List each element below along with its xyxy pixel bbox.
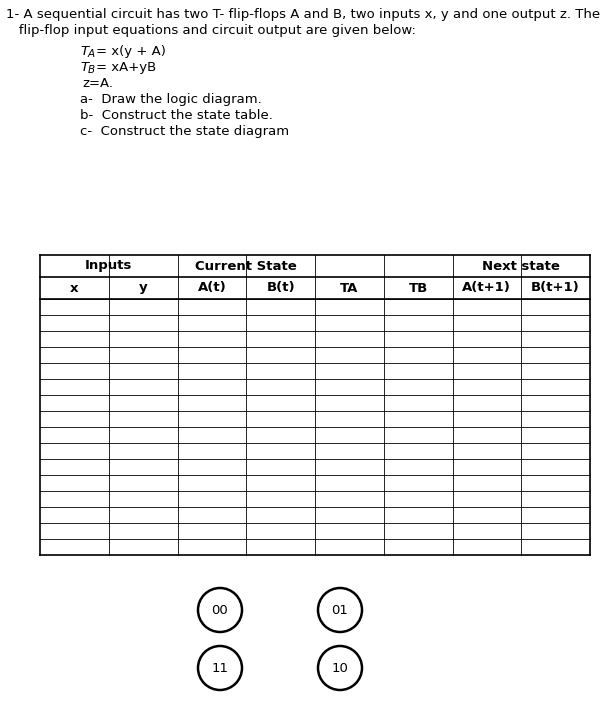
Text: B(t): B(t) (266, 282, 295, 295)
Text: z=A.: z=A. (82, 76, 113, 90)
Text: y: y (139, 282, 147, 295)
Text: TA: TA (340, 282, 359, 295)
Text: B(t+1): B(t+1) (531, 282, 580, 295)
Text: 10: 10 (331, 661, 349, 675)
Text: 01: 01 (331, 603, 349, 617)
Text: a-  Draw the logic diagram.: a- Draw the logic diagram. (80, 93, 262, 105)
Text: Current State: Current State (195, 260, 297, 273)
Text: A: A (88, 49, 95, 59)
Text: 11: 11 (211, 661, 229, 675)
Text: x: x (70, 282, 79, 295)
Text: = xA+yB: = xA+yB (96, 61, 156, 74)
Text: 1- A sequential circuit has two T- flip-flops A and B, two inputs x, y and one o: 1- A sequential circuit has two T- flip-… (6, 8, 600, 21)
Text: A(t+1): A(t+1) (463, 282, 511, 295)
Text: A(t): A(t) (198, 282, 226, 295)
Text: flip-flop input equations and circuit output are given below:: flip-flop input equations and circuit ou… (6, 24, 416, 37)
Text: c-  Construct the state diagram: c- Construct the state diagram (80, 125, 289, 138)
Text: Next state: Next state (482, 260, 560, 273)
Text: b-  Construct the state table.: b- Construct the state table. (80, 109, 273, 122)
Text: T: T (80, 61, 88, 74)
Text: = x(y + A): = x(y + A) (96, 45, 166, 58)
Text: TB: TB (408, 282, 428, 295)
Text: Inputs: Inputs (85, 260, 132, 273)
Text: T: T (80, 45, 88, 58)
Text: B: B (88, 65, 95, 75)
Text: 00: 00 (212, 603, 229, 617)
